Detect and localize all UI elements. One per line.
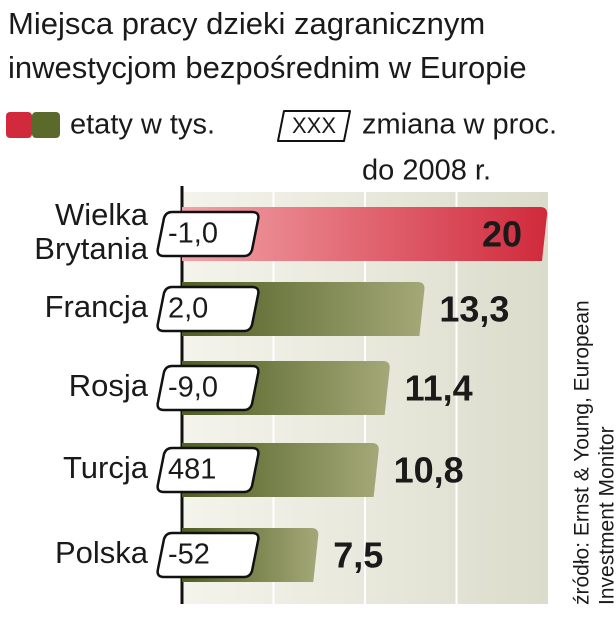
change-box [156, 364, 260, 412]
change-label: 481 [168, 454, 216, 486]
change-label: -52 [168, 539, 210, 571]
legend-box [277, 110, 351, 142]
legend-label: etaty w tys. [70, 109, 215, 141]
y-tick-label: Turcja [63, 450, 149, 485]
legend-swatch [32, 112, 60, 138]
legend-box-label: XXX [292, 113, 336, 138]
legend-label: zmiana w proc. [362, 109, 557, 141]
source: źródło: Ernst & Young, European [571, 300, 594, 605]
change-box [156, 210, 260, 258]
y-tick-label: Polska [55, 535, 149, 570]
chart-title: Miejsca pracy dzieki zagranicznym [8, 6, 485, 41]
legend-swatch [6, 112, 32, 138]
source: Investment Monitor [596, 426, 616, 605]
chart-subtitle: inwestycjom bezpośrednim w Europie [8, 50, 527, 85]
change-box [156, 446, 260, 494]
value-label: 7,5 [333, 535, 383, 576]
value-label: 10,8 [394, 450, 464, 491]
change-label: 2,0 [168, 293, 208, 325]
change-label: -1,0 [168, 218, 218, 250]
y-tick-label: Rosja [69, 368, 149, 403]
y-tick-label: Francja [45, 289, 149, 324]
bar [182, 207, 548, 261]
value-label: 11,4 [405, 368, 473, 409]
value-label: 20 [482, 214, 522, 255]
y-tick-label: Wielka Brytania [34, 197, 148, 266]
legend-label: do 2008 r. [362, 155, 491, 187]
change-label: -9,0 [168, 372, 218, 404]
change-box [156, 531, 260, 579]
value-label: 13,3 [439, 289, 509, 330]
change-box [156, 285, 260, 333]
